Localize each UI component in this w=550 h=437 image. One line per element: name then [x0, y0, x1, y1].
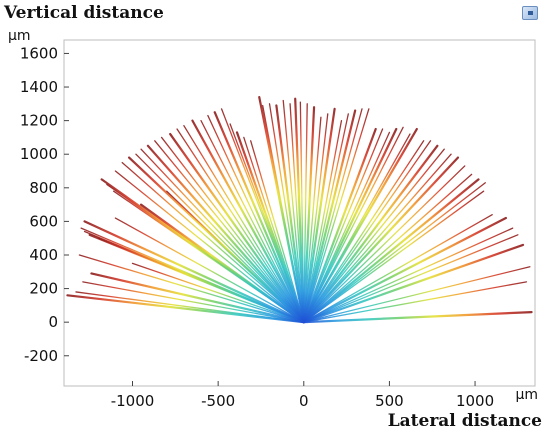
ray-line: [302, 156, 460, 324]
ray-line: [303, 214, 493, 323]
y-tick-label: 1600: [20, 44, 58, 62]
x-tick-label: 0: [299, 392, 309, 410]
ray-line: [303, 126, 404, 323]
ray-line: [114, 217, 305, 323]
x-tick-label: -1000: [111, 392, 155, 410]
ray-line: [66, 294, 305, 324]
ray-line: [75, 291, 305, 323]
ray-line: [299, 101, 305, 323]
ray-line: [303, 190, 485, 323]
ray-line: [303, 128, 384, 323]
ray-line: [302, 127, 377, 324]
ray-line: [303, 108, 370, 323]
ray-line: [166, 190, 305, 323]
x-axis-unit: μm: [515, 387, 538, 403]
ray-line: [303, 148, 445, 323]
ray-line: [121, 161, 305, 323]
y-tick-label: 1400: [20, 78, 58, 96]
ray-line: [83, 220, 305, 324]
ray-line: [275, 104, 305, 324]
ray-line: [243, 136, 305, 323]
ray-line: [169, 132, 305, 324]
ray-line: [250, 140, 305, 323]
y-tick-label: 1000: [20, 145, 58, 163]
ray-line: [90, 272, 305, 324]
y-axis-ticks: -200 0 200 400 600 800 1000 1200 1400 1600: [20, 44, 69, 365]
x-tick-label: 1000: [456, 392, 494, 410]
ray-line: [97, 237, 305, 323]
ray-line: [303, 266, 531, 323]
ray-line: [302, 106, 316, 324]
ray-line: [78, 254, 305, 323]
y-tick-label: -200: [24, 347, 58, 365]
ray-line: [82, 281, 305, 323]
ray-line: [303, 165, 466, 323]
ray-line: [146, 144, 305, 324]
ray-line: [303, 281, 528, 323]
y-axis-unit: μm: [8, 28, 31, 44]
y-tick-label: 600: [29, 212, 58, 230]
ray-line: [303, 227, 514, 323]
ray-line: [183, 125, 305, 323]
ray-line: [302, 107, 336, 324]
ray-line: [303, 116, 322, 323]
ray-line: [282, 99, 305, 323]
y-tick-label: 1200: [20, 112, 58, 130]
ray-line: [302, 127, 418, 324]
ray-line: [176, 128, 305, 323]
ray-line: [303, 173, 473, 323]
y-tick-label: 0: [48, 313, 58, 331]
x-axis-title: Lateral distance: [387, 411, 542, 431]
ray-line: [213, 111, 305, 324]
ray-line: [294, 97, 305, 324]
y-tick-label: 800: [29, 179, 58, 197]
ray-line: [131, 262, 305, 323]
ray-line: [303, 103, 308, 323]
ray-line: [302, 109, 357, 324]
ray-line: [303, 153, 452, 323]
rays-layer: [66, 96, 533, 324]
ray-line: [140, 148, 305, 323]
ray-line: [302, 310, 533, 324]
y-tick-label: 200: [29, 280, 58, 298]
ray-line: [160, 136, 305, 323]
y-axis-title: Vertical distance: [4, 3, 164, 23]
ray-line: [191, 119, 305, 324]
ray-line: [154, 140, 305, 323]
ray-line: [303, 140, 432, 323]
y-tick-label: 400: [29, 246, 58, 264]
ray-line: [303, 234, 519, 323]
ray-line: [114, 170, 305, 323]
ray-line: [302, 243, 525, 324]
ray-line: [302, 127, 398, 324]
ray-line: [303, 182, 486, 323]
ray-line: [262, 104, 305, 323]
x-tick-label: -500: [201, 392, 235, 410]
ray-line: [303, 108, 363, 323]
ray-line: [302, 144, 439, 324]
ray-line: [302, 216, 507, 324]
ray-line: [303, 140, 425, 323]
ray-line: [200, 119, 305, 323]
x-tick-label: 500: [375, 392, 404, 410]
ray-line: [135, 153, 305, 323]
ray-line: [303, 119, 343, 323]
ray-line: [207, 114, 305, 323]
ray-line: [139, 203, 305, 324]
figure-expand-icon[interactable]: [522, 6, 538, 20]
x-axis-ticks: -1000 -500 0 500 1000: [111, 381, 494, 410]
ray-line: [235, 131, 305, 324]
ray-line: [302, 178, 480, 324]
